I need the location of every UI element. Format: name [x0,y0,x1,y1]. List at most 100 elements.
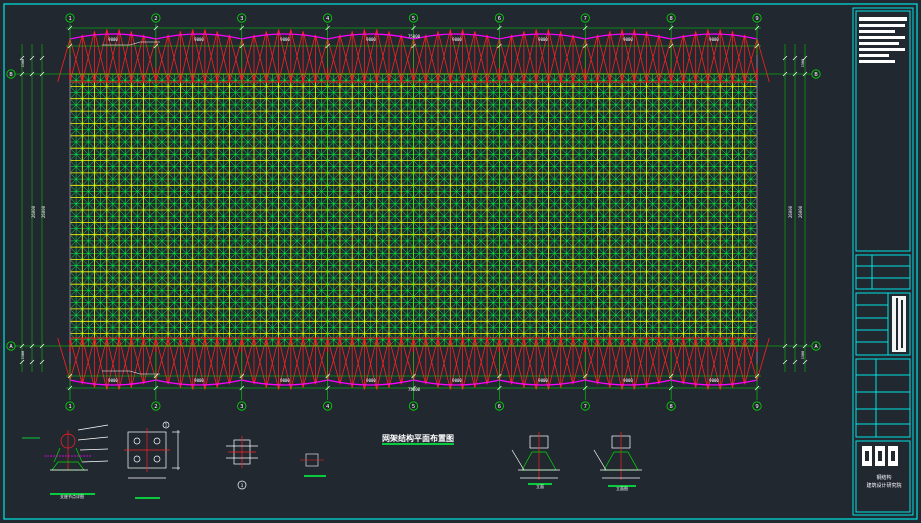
bay-dim: 9000 [623,378,633,383]
side-dim: 1500 [801,351,805,359]
bay-dim: 9000 [194,378,204,383]
section-a-label: 立面 [536,483,544,489]
axis-label: 9 [755,404,758,410]
dim-tick [411,43,416,49]
bay-dim: 9000 [108,37,118,42]
axis-bubble [323,401,333,411]
dim-tick [792,343,798,349]
section-b-label: 立面图 [616,485,628,491]
overall-width-left-2: 26000 [41,205,46,218]
dim-tick [802,359,808,365]
dim-tick [583,373,588,379]
dim-tick [802,55,808,61]
axis-label: 3 [240,16,243,22]
side-dim: 1500 [801,59,805,67]
dim-tick [67,43,73,49]
bay-dim: 9000 [623,37,633,42]
bay-dim: 9000 [194,37,204,42]
edge-truss-members [57,29,770,83]
axis-label: 4 [326,16,330,22]
dim-tick [325,43,330,49]
axis-bubble [151,13,161,23]
axis-bubble [666,13,676,23]
axis-bubbles-top: 1 2 3 4 5 6 7 8 9 [65,13,762,23]
dim-tick [668,385,674,391]
dim-tick [67,373,73,379]
dim-tick [239,25,244,31]
dim-tick [19,55,25,61]
dim-tick [67,385,73,391]
dim-tick [411,25,416,31]
bay-dim: 9000 [709,378,719,383]
axis-bubble [237,401,247,411]
axis-label: 1 [68,16,71,22]
drawing-title: 网架结构平面布置图 [382,433,454,443]
axis-label: 8 [669,404,672,410]
title-block-vertical-text [892,296,906,352]
axis-label: 1 [68,404,71,410]
dim-tick [754,385,760,391]
axis-bubble [752,13,762,23]
dim-tick [19,343,25,349]
dim-tick [411,373,416,379]
dim-tick [153,373,159,379]
base-plate-plan [124,421,180,499]
dim-tick [668,25,674,31]
axis-label: 5 [412,16,415,22]
axis-bubble [6,341,16,351]
dim-tick [153,385,159,391]
support-detail-elevation [22,424,109,495]
company-line-2: 建筑设计研究院 [866,482,901,489]
dim-tick [668,373,674,379]
axis-bubbles-bottom: 1 2 3 4 5 6 7 8 9 [65,401,762,411]
bay-dim: 9000 [280,378,290,383]
section-a-detail [511,432,560,485]
dim-tick [39,55,45,61]
company-logo [862,446,898,466]
title-block [852,7,914,516]
dim-tick [29,359,35,365]
bay-dim: 9000 [452,378,462,383]
axis-label: 2 [154,404,157,410]
dim-tick [497,43,502,49]
dim-tick [754,373,760,379]
axis-label: B [814,72,818,78]
dim-tick [29,55,35,61]
dim-tick [782,55,788,61]
dim-tick [754,25,760,31]
axis-bubble [580,401,590,411]
node-detail [226,436,258,490]
dim-tick [67,25,73,31]
section-b-detail [593,432,642,487]
axis-label: 2 [154,16,157,22]
dim-tick [239,43,244,49]
dim-tick [583,25,588,31]
dim-tick [29,343,35,349]
dim-tick [39,343,45,349]
bay-dims-top: 9000 9000 9000 9000 9000 9000 9000 9000 [108,37,719,42]
axis-bubble [65,401,75,411]
dim-tick [497,25,502,31]
dim-tick [668,43,674,49]
bay-dim: 9000 [108,378,118,383]
small-section [300,453,326,477]
dim-tick [782,359,788,365]
dim-tick [39,359,45,365]
overall-length-top: 75000 [408,34,421,39]
node-detail-marker: 1 [241,483,244,489]
axis-bubble [323,13,333,23]
axis-label: 3 [240,404,243,410]
overall-width-left: 26000 [31,205,36,218]
axis-bubble [811,341,821,351]
dim-tick [29,71,35,77]
bay-dim: 9000 [452,37,462,42]
side-dim: 1500 [21,351,25,359]
dim-tick [19,359,25,365]
axis-label: 8 [669,16,672,22]
dim-tick [325,385,330,391]
bay-dim: 9000 [280,37,290,42]
dim-tick [239,373,244,379]
dim-tick [792,359,798,365]
detail-1-marker: 1 [165,423,168,428]
